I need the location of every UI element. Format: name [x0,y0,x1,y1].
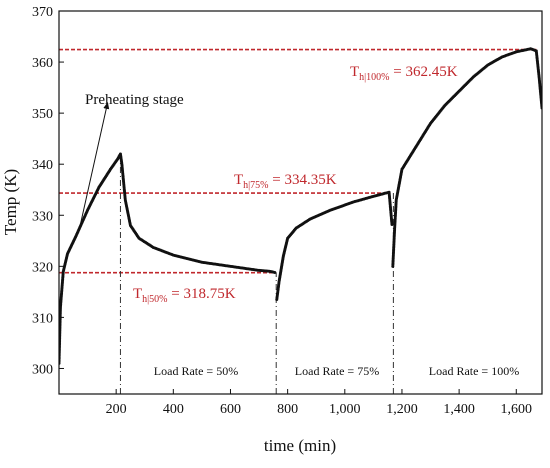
region-label-75: Load Rate = 75% [295,364,379,378]
y-tick-label: 360 [32,56,53,71]
x-tick-label: 1,200 [386,402,418,417]
y-tick-label: 320 [32,260,53,275]
plot-frame [58,10,543,395]
label-th-100: Th|100% = 362.45K [350,64,458,83]
y-tick-label: 330 [32,209,53,224]
label-th-50-sub: h|50% [142,294,167,305]
y-tick-label: 350 [32,107,53,122]
label-th-50: Th|50% = 318.75K [133,286,236,305]
label-th-100-main: T [350,64,359,80]
label-th-100-sub: h|100% [359,72,389,83]
load-dividers [119,153,394,394]
x-axis-ticks: 200 400 600 800 1,000 1,200 1,400 1,600 [106,389,532,417]
y-tick-label: 310 [32,311,53,326]
temperature-point [390,222,394,226]
region-label-50: Load Rate = 50% [154,364,238,378]
label-th-75-main: T [234,172,243,188]
label-th-75-sub: h|75% [243,180,268,191]
temperature-series [59,47,542,365]
label-th-50-main: T [133,286,142,302]
reference-lines [59,48,537,274]
temperature-point [273,270,277,274]
x-tick-label: 600 [220,402,241,417]
y-axis-ticks: 300 310 320 330 340 350 360 370 [32,5,64,377]
preheating-arrow [78,101,110,231]
y-axis-title: Temp (K) [1,169,20,235]
x-tick-label: 1,400 [443,402,475,417]
y-tick-label: 370 [32,5,53,20]
y-tick-label: 340 [32,158,53,173]
y-tick-label: 300 [32,362,53,377]
label-th-75: Th|75% = 334.35K [234,172,337,191]
preheating-label: Preheating stage [85,92,184,108]
x-tick-label: 400 [163,402,184,417]
x-tick-label: 800 [277,402,298,417]
x-tick-label: 1,000 [329,402,361,417]
x-tick-label: 1,600 [501,402,533,417]
label-th-50-value: = 318.75K [168,286,236,302]
label-th-75-value: = 334.35K [269,172,337,188]
label-th-100-value: = 362.45K [390,64,458,80]
region-label-100: Load Rate = 100% [429,364,519,378]
x-tick-label: 200 [106,402,127,417]
x-axis-title: time (min) [264,436,336,455]
